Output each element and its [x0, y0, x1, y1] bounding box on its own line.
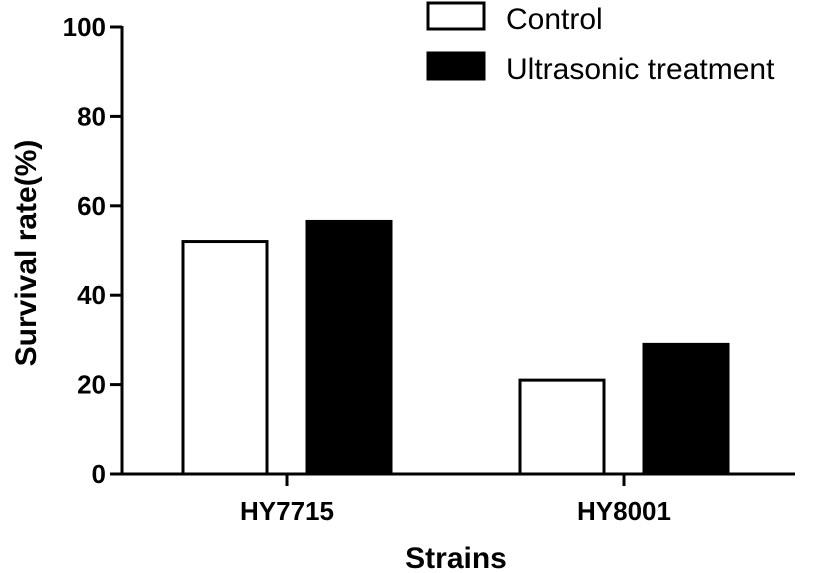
- legend-swatch-ultrasonic: [426, 51, 486, 81]
- y-tick-label: 80: [77, 101, 106, 131]
- y-axis-title: Survival rate(%): [10, 140, 43, 367]
- bar-control-hy8001: [518, 378, 606, 476]
- legend-label-control: Control: [506, 3, 603, 36]
- x-axis-title: Strains: [405, 542, 507, 573]
- bar-ultrasonic-hy8001: [642, 342, 730, 476]
- y-tick-label: 20: [77, 370, 106, 400]
- bar-control-hy7715: [181, 240, 269, 476]
- y-tick-label: 0: [92, 459, 106, 489]
- y-tick-label: 100: [63, 12, 106, 42]
- chart-legend: Control Ultrasonic treatment: [426, 1, 775, 86]
- legend-label-ultrasonic: Ultrasonic treatment: [506, 53, 775, 86]
- legend-swatch-control: [426, 1, 486, 31]
- y-tick-label: 40: [77, 280, 106, 310]
- x-tick-label: HY8001: [577, 496, 671, 526]
- bar-ultrasonic-hy7715: [305, 219, 393, 476]
- y-tick-label: 60: [77, 191, 106, 221]
- chart-bars: [181, 219, 730, 476]
- chart-axes: 0 20 40 60 80 100 HY7715 HY8001: [63, 12, 795, 526]
- x-tick-label: HY7715: [240, 496, 334, 526]
